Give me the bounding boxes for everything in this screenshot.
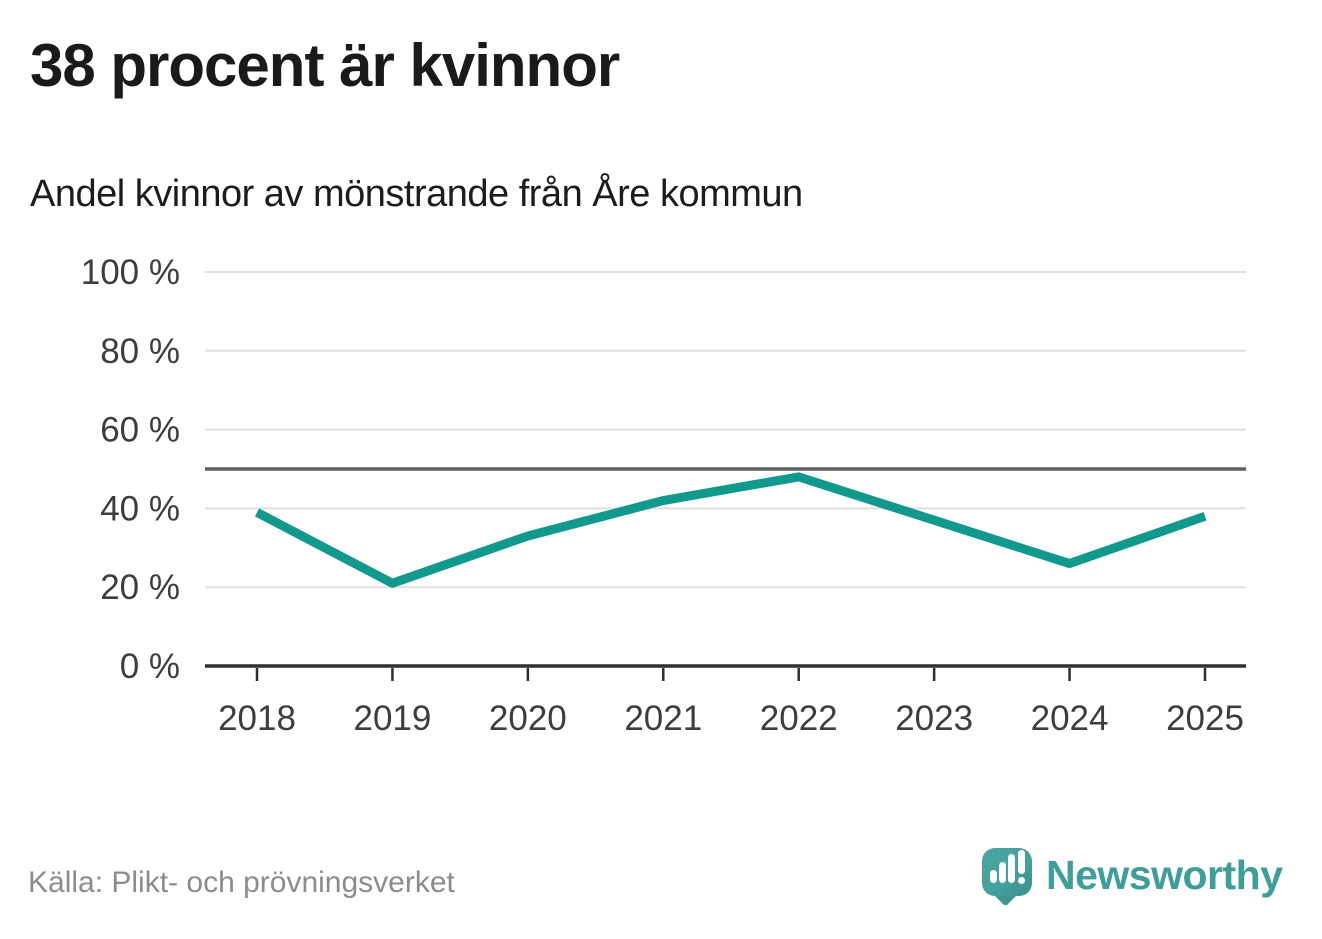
newsworthy-logo-icon bbox=[982, 848, 1032, 912]
x-tick-label: 2024 bbox=[1031, 699, 1109, 738]
data-series bbox=[254, 472, 1207, 588]
logo-bar-chart-icon bbox=[1008, 854, 1015, 883]
y-tick-label: 40 % bbox=[100, 489, 180, 528]
newsworthy-brand: Newsworthy bbox=[982, 846, 1302, 916]
y-tick-label: 80 % bbox=[100, 332, 180, 371]
y-axis-labels: 0 % 20 % 40 % 60 % 80 % 100 % bbox=[81, 253, 180, 686]
gridlines bbox=[205, 271, 1246, 589]
data-line bbox=[254, 472, 1207, 588]
logo-exclamation-icon bbox=[1018, 877, 1025, 884]
x-tick-label: 2025 bbox=[1166, 699, 1244, 738]
x-tick-label: 2019 bbox=[353, 699, 431, 738]
line-chart: 0 % 20 % 40 % 60 % 80 % 100 % 2018 2019 2020 202… bbox=[81, 253, 1246, 738]
y-tick-label: 20 % bbox=[100, 568, 180, 607]
y-tick-label: 0 % bbox=[120, 647, 180, 686]
y-tick-label: 60 % bbox=[100, 411, 180, 450]
logo-bar-chart-icon bbox=[999, 862, 1006, 883]
logo-bar-chart-icon bbox=[990, 870, 997, 883]
chart-title: 38 procent är kvinnor bbox=[30, 32, 620, 99]
y-tick-label: 100 % bbox=[81, 253, 180, 292]
x-axis-labels: 2018 2019 2020 2021 2022 2023 2024 2025 bbox=[218, 699, 1244, 738]
chart-subtitle: Andel kvinnor av mönstrande från Åre kom… bbox=[30, 173, 803, 215]
source-text: Källa: Plikt- och prövningsverket bbox=[28, 866, 455, 899]
logo-exclamation-icon bbox=[1018, 850, 1025, 874]
x-tick-label: 2022 bbox=[760, 699, 838, 738]
brand-wordmark: Newsworthy bbox=[1046, 852, 1283, 898]
x-tick-label: 2020 bbox=[489, 699, 567, 738]
x-tick-label: 2018 bbox=[218, 699, 296, 738]
x-tick-label: 2021 bbox=[624, 699, 702, 738]
x-tick-label: 2023 bbox=[895, 699, 973, 738]
x-axis bbox=[205, 664, 1246, 681]
